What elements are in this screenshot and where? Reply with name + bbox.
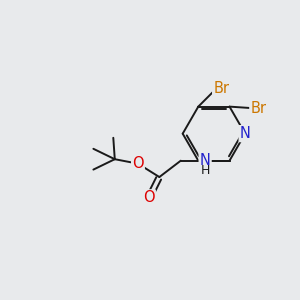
Text: Br: Br — [213, 81, 229, 96]
Text: H: H — [201, 164, 210, 177]
Text: Br: Br — [250, 100, 266, 116]
Text: O: O — [132, 156, 144, 171]
Text: N: N — [200, 153, 211, 168]
Text: N: N — [240, 126, 250, 141]
Text: O: O — [143, 190, 155, 205]
